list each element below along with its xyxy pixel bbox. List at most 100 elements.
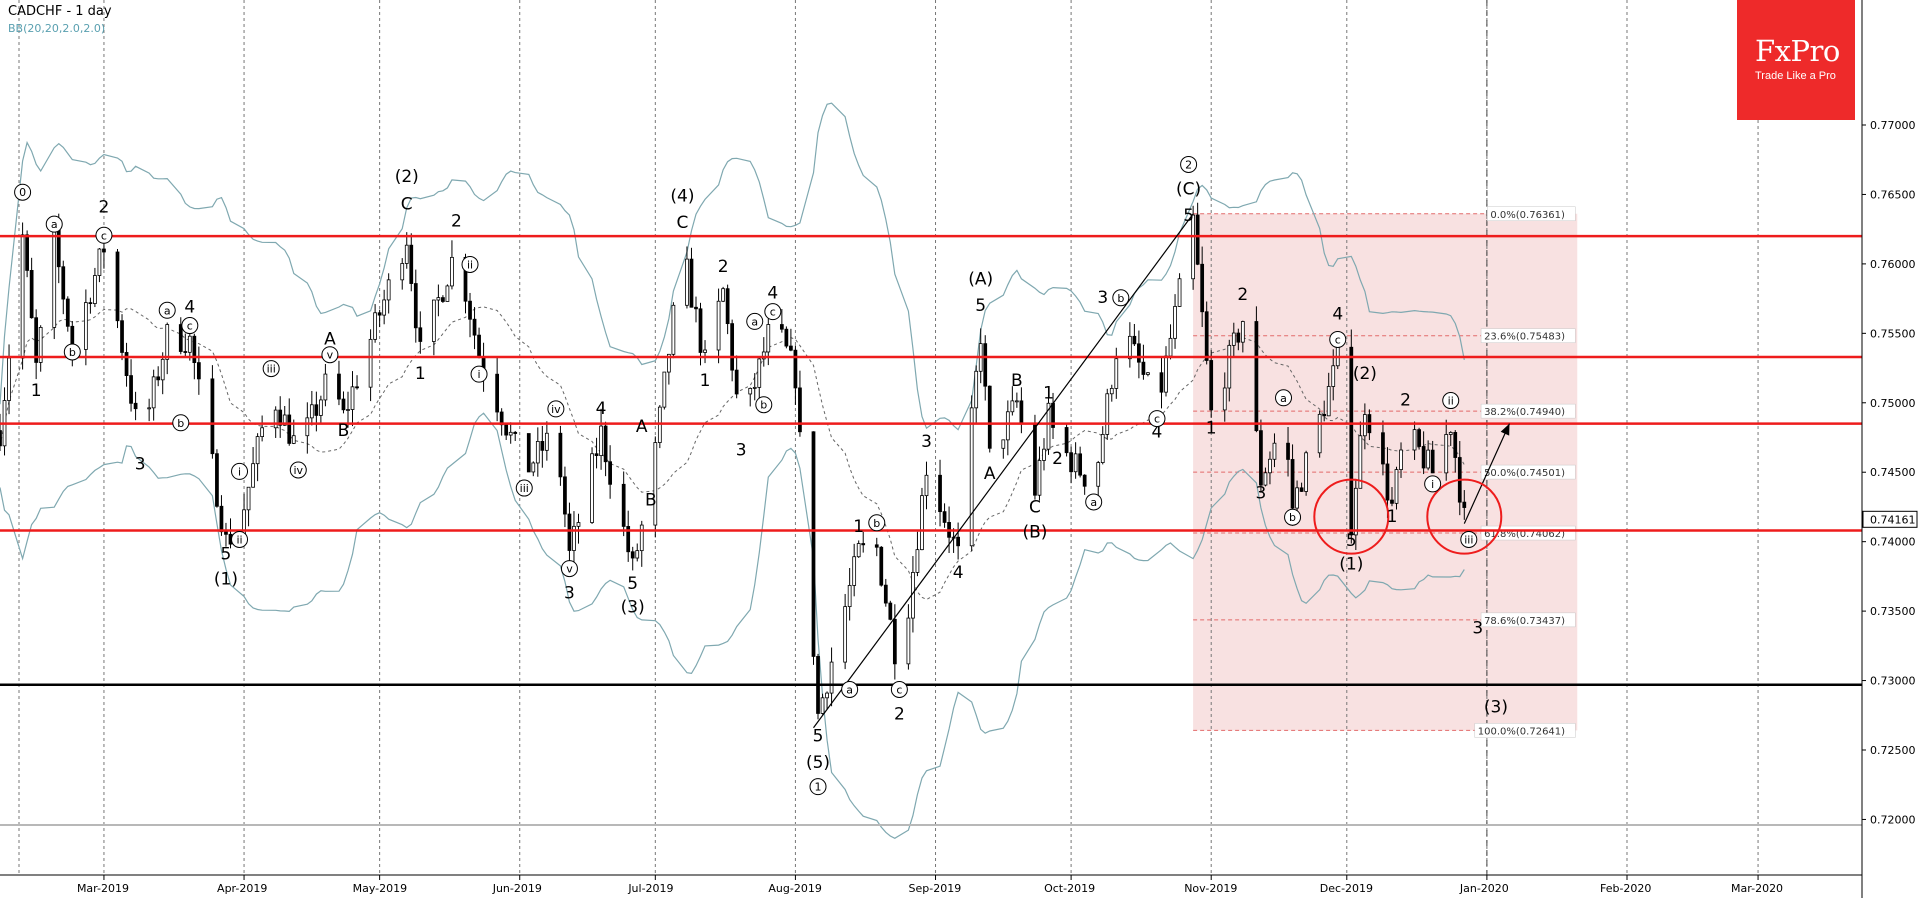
wave-label-33: 5: [627, 574, 638, 594]
wave-label-27: iii: [520, 482, 529, 495]
wave-label-86: (3): [1484, 698, 1508, 718]
wave-label-9: c: [187, 320, 193, 333]
fib-label-5: 78.6%(0.73437): [1484, 616, 1565, 627]
candle-body-185: [1168, 337, 1173, 357]
candle-body-108: [685, 258, 689, 306]
wave-label-ring-15: [262, 360, 280, 378]
candle-body-221: [1394, 469, 1399, 504]
candle-body-49: [309, 404, 314, 419]
wave-label-65: 4: [1152, 423, 1163, 443]
candle-body-59: [373, 312, 377, 340]
wave-label-ring-66: [1148, 410, 1166, 428]
candle-body-54: [341, 398, 346, 411]
candle-body-66: [413, 283, 418, 329]
logo-brand: FxPro: [1755, 34, 1840, 68]
candle-body-119: [752, 386, 757, 389]
bb-lower: [0, 412, 1465, 839]
candle-body-35: [219, 505, 224, 533]
candle-body-107: [671, 304, 676, 355]
y-tick-label-7: 0.73500: [1870, 605, 1916, 618]
wave-label-0: 0: [19, 186, 26, 199]
y-tick-label-2: 0.76000: [1870, 258, 1916, 271]
wave-label-ring-64: [1112, 289, 1130, 307]
candle-body-29: [183, 351, 188, 353]
candle-body-205: [1295, 487, 1299, 509]
wave-label-ring-50: [890, 680, 908, 698]
wave-label-11: 5: [221, 545, 232, 565]
candle-body-52: [323, 373, 328, 401]
candle-body-165: [1042, 448, 1046, 461]
candle-body-223: [1412, 429, 1417, 451]
candle-body-90: [567, 513, 572, 551]
candle-body-111: [698, 308, 703, 353]
wave-label-ring-82: [1442, 392, 1460, 410]
projection-arrow-line: [1463, 423, 1511, 524]
wave-label-8: 4: [184, 298, 195, 318]
wave-label-34: (3): [621, 598, 645, 618]
wave-label-20: (2): [395, 167, 419, 187]
wave-label-28: v: [566, 563, 573, 576]
candle-body-106: [667, 353, 671, 373]
candle-body-183: [1159, 372, 1164, 393]
indicator-label: BB(20,20,2.0,2.0): [8, 22, 106, 35]
y-tick-label-4: 0.75000: [1870, 397, 1916, 410]
wave-label-17: B: [338, 421, 350, 441]
candle-body-105: [662, 371, 667, 408]
candle-body-232: [1462, 501, 1467, 508]
wave-label-40: c: [770, 306, 776, 319]
candle-body-219: [1385, 463, 1390, 501]
candle-body-147: [924, 474, 929, 497]
wave-label-ring-42: [755, 396, 773, 414]
candle-body-115: [725, 288, 730, 325]
candle-body-48: [305, 417, 310, 437]
candle-body-69: [436, 297, 441, 301]
candle-body-135: [852, 556, 857, 586]
logo-tagline: Trade Like a Pro: [1755, 70, 1836, 82]
wave-label-84: iii: [1464, 533, 1473, 546]
candle-body-47: [291, 435, 296, 444]
wave-label-36: C: [676, 213, 688, 233]
candle-body-194: [1227, 344, 1232, 389]
wave-label-3: 1: [31, 381, 42, 401]
wave-label-ring-5: [95, 226, 113, 244]
wave-label-39: a: [751, 315, 758, 328]
candle-body-109: [689, 258, 694, 308]
candle-body-10: [61, 266, 66, 300]
candle-body-25: [156, 376, 161, 381]
x-tick-label-4: Jul-2019: [627, 882, 673, 895]
candle-body-156: [983, 343, 988, 387]
wave-label-43: 3: [736, 441, 747, 461]
wave-label-59: (B): [1022, 523, 1047, 543]
candle-body-182: [1146, 372, 1150, 375]
wave-label-ring-67: [1180, 155, 1198, 173]
candle-body-82: [513, 431, 518, 434]
candle-body-27: [165, 324, 170, 360]
candle-body-139: [879, 546, 884, 586]
candle-body-57: [355, 386, 359, 389]
fib-label-2: 38.2%(0.74940): [1484, 407, 1565, 418]
chart-title: CADCHF - 1 day: [8, 4, 112, 19]
candle-body-46: [287, 414, 292, 444]
candle-body-225: [1421, 446, 1426, 469]
candle-body-55: [346, 409, 350, 411]
candle-body-41: [255, 436, 260, 465]
wave-label-ring-76: [1329, 330, 1347, 348]
wave-label-69: 5: [1183, 206, 1194, 226]
x-tick-label-1: Apr-2019: [217, 882, 267, 895]
wave-label-ring-40: [764, 303, 782, 321]
candle-body-133: [843, 606, 847, 663]
candle-body-162: [1019, 400, 1024, 425]
fib-label-bg-0: [1487, 206, 1576, 221]
fib-label-bg-6: [1474, 723, 1576, 738]
candle-body-80: [504, 424, 509, 436]
wave-label-38: 4: [767, 284, 778, 304]
wave-label-1: a: [51, 218, 58, 231]
candle-body-201: [1268, 458, 1272, 474]
wave-label-81: 1: [1387, 507, 1398, 527]
candle-body-132: [829, 661, 834, 694]
wave-label-ring-63: [1085, 493, 1103, 511]
candle-body-75: [472, 318, 477, 336]
candle-body-159: [1005, 411, 1010, 441]
y-tick-label-3: 0.75500: [1870, 327, 1916, 340]
candle-body-211: [1331, 365, 1336, 387]
